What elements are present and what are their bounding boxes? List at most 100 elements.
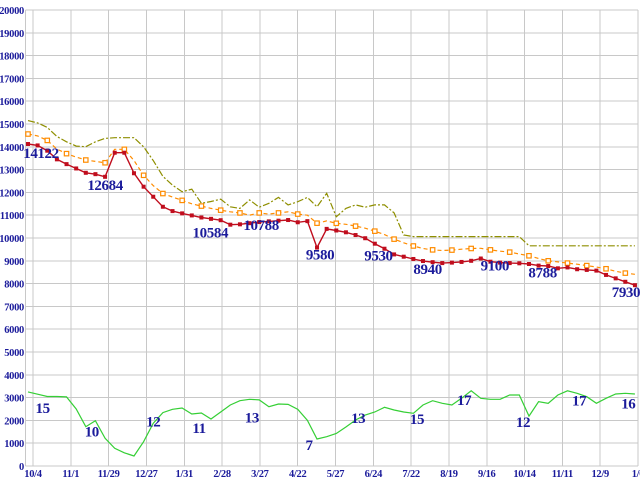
y-tick-label: 1000 <box>4 439 24 450</box>
marker-square <box>64 162 69 167</box>
marker-square <box>632 283 637 288</box>
marker-square <box>315 245 320 250</box>
marker-square <box>604 272 609 277</box>
marker-open-square <box>256 210 263 216</box>
series-olive-dashdot-line <box>27 120 635 247</box>
series-line-orange-dashed-open-squares <box>27 133 635 275</box>
y-tick-label: 14000 <box>0 143 24 154</box>
marker-square <box>613 276 618 281</box>
marker-square <box>45 148 50 153</box>
marker-square <box>305 219 310 224</box>
marker-square <box>565 265 570 270</box>
data-label-9100: 9100 <box>481 259 509 275</box>
y-tick-label: 17000 <box>0 74 24 85</box>
marker-open-square <box>102 159 108 166</box>
y-tick-label: 12000 <box>0 188 24 199</box>
y-tick-label: 10000 <box>0 234 24 245</box>
series-red-solid-filled-squares <box>26 142 637 288</box>
marker-square <box>334 228 339 233</box>
marker-square <box>324 226 329 231</box>
x-tick-label: 4/22 <box>289 469 307 480</box>
data-label-17: 17 <box>457 393 472 409</box>
marker-open-square <box>429 247 436 253</box>
marker-square <box>488 259 493 264</box>
marker-square <box>141 184 146 189</box>
marker-square <box>112 150 117 155</box>
marker-open-square <box>487 247 494 253</box>
marker-open-square <box>275 210 282 216</box>
marker-open-square <box>545 258 552 264</box>
marker-square <box>74 166 79 171</box>
data-label-11: 11 <box>192 421 205 437</box>
marker-square <box>218 218 223 223</box>
marker-square <box>35 143 40 148</box>
y-tick-label: 7000 <box>4 302 24 313</box>
marker-square <box>26 142 30 147</box>
marker-square <box>209 216 214 221</box>
marker-square <box>382 246 387 251</box>
marker-square <box>131 171 136 176</box>
gridlines <box>25 9 639 467</box>
y-axis-labels: 0 1000 2000 3000 4000 5000 6000 7000 8000 9000 100… <box>0 6 24 473</box>
x-tick-label: 1/6 <box>632 469 640 480</box>
marker-square <box>189 213 194 218</box>
marker-square <box>440 261 445 266</box>
data-label-13: 13 <box>351 411 365 427</box>
marker-open-square <box>468 245 474 252</box>
series-green-solid-line <box>27 390 635 457</box>
marker-open-square <box>603 265 609 272</box>
marker-square <box>257 220 262 225</box>
x-tick-label: 5/27 <box>327 469 345 480</box>
marker-square <box>469 258 474 263</box>
marker-open-square <box>583 262 590 269</box>
marker-open-square <box>179 197 185 204</box>
marker-open-square <box>63 150 70 157</box>
y-tick-label: 3000 <box>4 394 24 405</box>
x-tick-label: 10/14 <box>513 469 536 480</box>
marker-open-square <box>622 270 629 276</box>
data-label-10788: 10788 <box>243 218 279 234</box>
marker-square <box>372 241 377 246</box>
y-tick-label: 8000 <box>4 280 24 291</box>
marker-square <box>536 263 541 268</box>
x-tick-label: 12/27 <box>135 469 157 480</box>
y-tick-label: 11000 <box>0 211 24 222</box>
x-tick-label: 1/31 <box>176 469 194 480</box>
y-tick-label: 16000 <box>0 97 24 108</box>
y-tick-label: 9000 <box>4 257 24 268</box>
marker-square <box>247 221 252 226</box>
marker-square <box>353 233 358 238</box>
marker-square <box>546 264 551 269</box>
marker-square <box>459 259 464 264</box>
marker-open-square <box>449 247 455 253</box>
x-axis-labels: 10/4 11/1 11/29 12/27 1/31 2/28 3/27 4/22 5/27 6/… <box>24 469 640 480</box>
marker-square <box>507 261 512 266</box>
data-label-15: 15 <box>410 412 424 428</box>
series-line-red-solid-filled-squares <box>27 143 636 286</box>
marker-square <box>420 259 425 264</box>
marker-open-square <box>140 172 147 179</box>
x-tick-label: 6/24 <box>365 469 384 480</box>
x-tick-label: 11/29 <box>98 469 120 480</box>
marker-square <box>83 170 88 175</box>
marker-open-square <box>44 137 51 144</box>
marker-square <box>430 260 435 265</box>
marker-square <box>103 174 108 179</box>
series-line-green-solid-line <box>27 390 635 457</box>
marker-square <box>449 260 454 265</box>
marker-square <box>517 261 522 266</box>
marker-open-square <box>410 243 417 249</box>
data-label-17: 17 <box>572 393 587 409</box>
marker-square <box>411 256 416 261</box>
y-tick-label: 19000 <box>0 29 24 40</box>
marker-square <box>286 218 291 223</box>
data-label-16: 16 <box>621 396 636 412</box>
data-label-12: 12 <box>146 414 160 430</box>
marker-square <box>392 252 397 257</box>
marker-square <box>584 267 589 272</box>
data-label-9530: 9530 <box>364 249 392 265</box>
x-tick-label: 8/19 <box>440 469 458 480</box>
data-label-15: 15 <box>36 401 50 417</box>
y-tick-label: 13000 <box>0 166 24 177</box>
marker-square <box>295 220 300 225</box>
